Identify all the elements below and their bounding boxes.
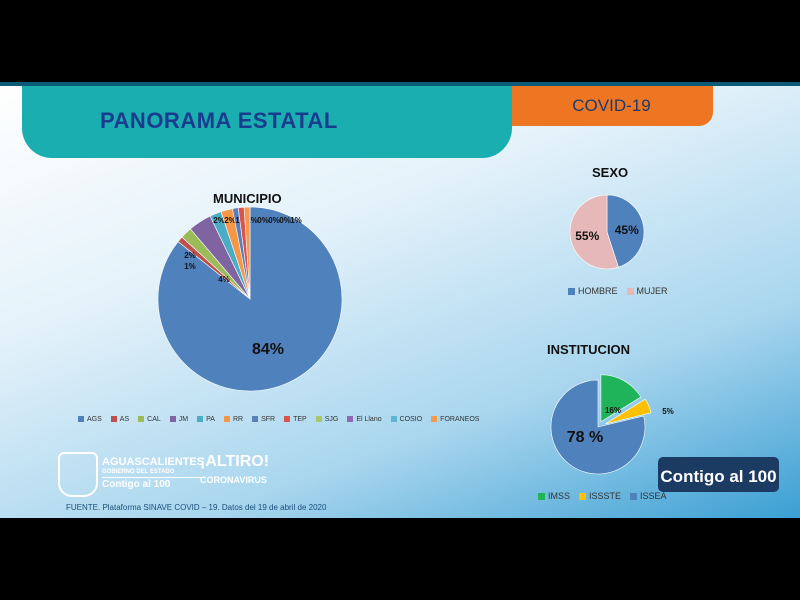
legend-swatch — [197, 416, 204, 423]
pie-slice-issste — [605, 398, 652, 425]
chart-title-municipio: MUNICIPIO — [213, 191, 282, 206]
legend-swatch — [431, 416, 438, 423]
state-logo: AGUASCALIENTES GOBIERNO DEL ESTADO Contigo… — [102, 456, 205, 490]
legend-swatch — [538, 493, 545, 501]
legend-item: PA — [197, 416, 215, 423]
legend-item: CAL — [138, 416, 161, 423]
legend-swatch — [284, 416, 291, 423]
legend-item: HOMBRE — [568, 286, 618, 296]
data-label: 0% — [268, 216, 280, 225]
data-label: 2% — [213, 216, 225, 225]
data-label: 4% — [218, 275, 230, 284]
source-note: FUENTE. Plataforma SINAVE COVID – 19. Da… — [66, 503, 327, 512]
pie-slice-imss — [600, 374, 642, 423]
legend-swatch — [223, 416, 230, 423]
data-label: 0% — [279, 216, 291, 225]
legend-municipio: AGS AS CAL JM PA RR SFR TEP SJG El Llano COSIO FORA… — [78, 416, 479, 423]
legend-swatch — [568, 288, 575, 296]
data-label: 0% — [257, 216, 269, 225]
pie-slice-mujer — [569, 194, 619, 270]
legend-swatch — [390, 416, 397, 423]
legend-item: JM — [169, 416, 188, 423]
legend-item: IMSS — [538, 491, 570, 501]
data-label: 55% — [575, 229, 599, 243]
data-label: 2% — [184, 251, 196, 260]
legend-swatch — [630, 493, 638, 501]
data-label: 16% — [605, 406, 621, 415]
top-line — [0, 82, 800, 86]
legend-item: COSIO — [390, 416, 422, 423]
legend-item: SFR — [252, 416, 275, 423]
legend-swatch — [252, 416, 259, 423]
chart-title-institucion: INSTITUCION — [547, 342, 631, 357]
legend-swatch — [347, 416, 354, 423]
legend-swatch — [110, 416, 117, 423]
data-label: 1% — [184, 262, 196, 271]
legend-item: ISSSTE — [579, 491, 621, 501]
data-label: 2% — [224, 216, 236, 225]
page-title: PANORAMA ESTATAL — [100, 108, 338, 133]
legend-swatch — [315, 416, 322, 423]
contigo-badge: Contigo al 100 — [658, 457, 779, 492]
legend-sexo: HOMBRE MUJER — [568, 286, 668, 296]
campaign-logo: ¡ALTIRO! CORONAVIRUS — [200, 453, 270, 485]
legend-item: El Llano — [347, 416, 382, 423]
pie-slice-hombre — [606, 194, 645, 268]
legend-swatch — [169, 416, 176, 423]
covid-tag: COVID-19 — [510, 86, 713, 126]
legend-item: ISSEA — [630, 491, 667, 501]
data-label: 1% — [246, 216, 258, 225]
legend-item: TEP — [284, 416, 307, 423]
charts-svg: 84%1%2%4%2%2%1%1%0%0%0%1%45%55%16%5%78 % — [157, 194, 674, 475]
legend-item: AS — [110, 416, 129, 423]
legend-item: SJG — [315, 416, 338, 423]
chart-title-sexo: SEXO — [592, 165, 629, 180]
pie-slice-foraneos — [243, 206, 251, 300]
title-banner — [22, 86, 512, 158]
legend-item: AGS — [78, 416, 102, 423]
state-seal-logo — [58, 452, 98, 497]
data-label: 78 % — [567, 429, 603, 446]
data-label: 5% — [662, 407, 674, 416]
legend-swatch — [626, 288, 634, 296]
legend-item: RR — [223, 416, 243, 423]
legend-swatch — [579, 493, 587, 501]
legend-item: FORANEOS — [431, 416, 479, 423]
data-label: 45% — [615, 223, 639, 237]
legend-swatch — [138, 416, 145, 423]
legend-swatch — [78, 416, 84, 423]
slide: COVID-19 PANORAMA ESTATAL MUNICIPIO SEXO… — [0, 82, 800, 518]
data-label: 1% — [290, 216, 302, 225]
legend-item: MUJER — [626, 286, 668, 296]
legend-institucion: IMSS ISSSTE ISSEA — [538, 491, 667, 501]
pie-slice-issea — [550, 379, 646, 475]
data-label: 84% — [252, 341, 284, 358]
